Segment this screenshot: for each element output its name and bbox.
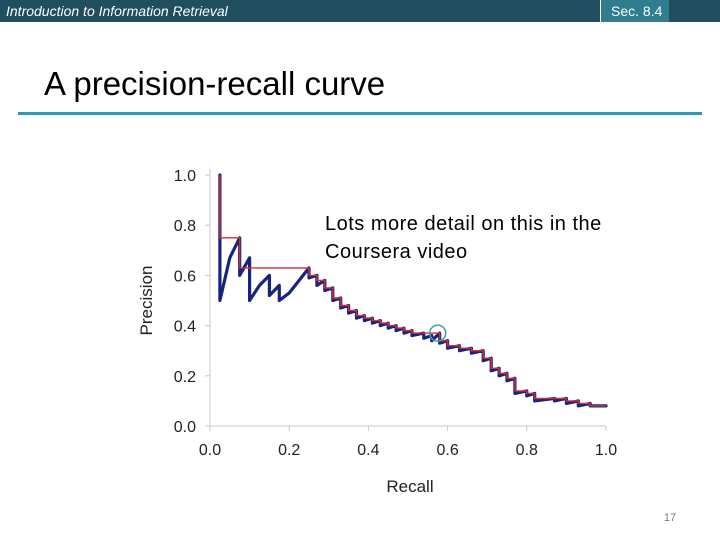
section-badge: Sec. 8.4 xyxy=(600,0,669,22)
page-number: 17 xyxy=(663,512,677,524)
callout-line-1: Lots more detail on this in the xyxy=(325,213,602,235)
x-tick-label: 1.0 xyxy=(595,442,617,459)
course-title: Introduction to Information Retrieval xyxy=(6,3,228,19)
x-tick-label: 0.2 xyxy=(278,442,300,459)
x-tick-label: 0.8 xyxy=(516,442,538,459)
y-tick-label: 0.0 xyxy=(174,419,196,436)
x-axis-label: Recall xyxy=(386,477,433,496)
y-tick-label: 0.4 xyxy=(174,319,196,336)
y-tick-label: 1.0 xyxy=(174,168,196,185)
section-label: Sec. 8.4 xyxy=(611,3,663,19)
y-axis-label: Precision xyxy=(137,266,156,336)
chart-labels: 0.0 0.2 0.4 0.6 0.8 1.0 0.0 0.2 0.4 0.6 0.8 1.0 Reca… xyxy=(137,168,617,496)
y-tick-label: 0.6 xyxy=(174,268,196,285)
y-tick-label: 0.2 xyxy=(174,369,196,386)
header-bar: Introduction to Information Retrieval Se… xyxy=(0,0,720,22)
precision-recall-chart: 0.0 0.2 0.4 0.6 0.8 1.0 0.0 0.2 0.4 0.6 0.8 1.0 Reca… xyxy=(137,168,617,496)
chart-curves xyxy=(218,173,608,408)
highlight-circle xyxy=(428,324,447,342)
title-underline xyxy=(18,112,702,115)
x-tick-label: 0.4 xyxy=(357,442,379,459)
callout-note: Lots more detail on this in the Coursera… xyxy=(325,210,705,266)
callout-line-2: Coursera video xyxy=(325,241,468,263)
slide-title: A precision-recall curve xyxy=(44,65,386,102)
x-tick-label: 0.0 xyxy=(199,442,221,459)
interpolated-precision-series-line xyxy=(219,175,606,407)
chart-axes xyxy=(205,169,607,431)
x-tick-label: 0.6 xyxy=(436,442,458,459)
y-tick-label: 0.8 xyxy=(174,218,196,235)
